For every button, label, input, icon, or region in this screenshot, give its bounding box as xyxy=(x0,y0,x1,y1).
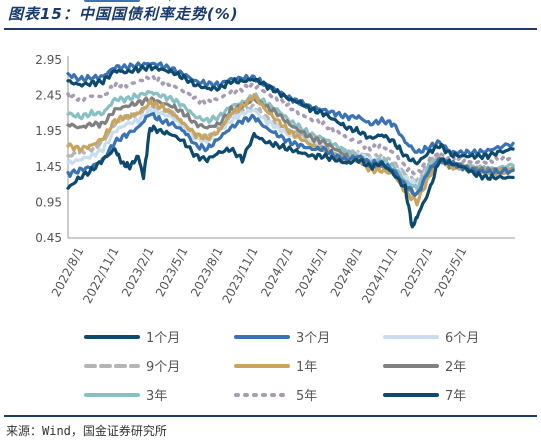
source-note: 来源：Wind，国金证券研究所 xyxy=(6,424,167,438)
y-tick-label: 0.95 xyxy=(35,195,62,209)
x-tick-label: 2023/5/1 xyxy=(153,245,191,299)
x-tick-label: 2023/2/1 xyxy=(119,245,157,299)
legend-label-3: 9个月 xyxy=(146,360,180,375)
chart-title: 图表15：中国国债利率走势(%) xyxy=(8,5,239,23)
legend-label-6: 3年 xyxy=(146,389,167,404)
series-line-0 xyxy=(66,124,515,229)
x-axis: 2022/8/12022/11/12023/2/12023/5/12023/8/… xyxy=(49,237,515,306)
title-divider xyxy=(4,28,537,30)
legend-label-2: 6个月 xyxy=(445,331,479,346)
legend: 1个月 3个月 6个月 9个月 1年 2年 3年 5年 7年 10年 xyxy=(84,0,479,404)
y-axis: 0.45 0.95 1.45 1.95 2.45 2.95 xyxy=(35,53,69,245)
x-tick-label: 2023/8/1 xyxy=(188,245,226,299)
series-layer xyxy=(66,61,515,229)
y-tick-label: 0.45 xyxy=(35,231,62,245)
x-tick-label: 2025/2/1 xyxy=(398,245,436,299)
x-tick-label: 2024/8/1 xyxy=(328,245,366,299)
y-tick-label: 1.95 xyxy=(35,124,62,138)
x-tick-label: 2025/5/1 xyxy=(432,245,470,299)
series-line-1 xyxy=(66,112,515,197)
x-tick-label: 2022/8/1 xyxy=(49,245,87,299)
legend-label-5: 2年 xyxy=(445,360,466,375)
x-tick-label: 2022/11/1 xyxy=(80,245,121,306)
legend-label-8: 7年 xyxy=(445,389,466,404)
source-divider xyxy=(4,415,537,417)
legend-label-4: 1年 xyxy=(296,360,317,375)
y-tick-label: 1.45 xyxy=(35,160,62,174)
x-tick-label: 2024/2/1 xyxy=(258,245,296,299)
legend-label-7: 5年 xyxy=(296,389,317,404)
legend-label-1: 3个月 xyxy=(296,331,330,346)
legend-label-0: 1个月 xyxy=(146,331,180,346)
x-tick-label: 2023/11/1 xyxy=(220,245,261,306)
x-tick-label: 2024/11/1 xyxy=(359,245,400,306)
legend-label-9: 10年 xyxy=(146,0,176,4)
x-tick-label: 2024/5/1 xyxy=(293,245,331,299)
series-line-8 xyxy=(66,63,515,166)
y-tick-label: 2.95 xyxy=(35,53,62,67)
series-line-7 xyxy=(66,75,515,177)
y-tick-label: 2.45 xyxy=(35,89,62,103)
